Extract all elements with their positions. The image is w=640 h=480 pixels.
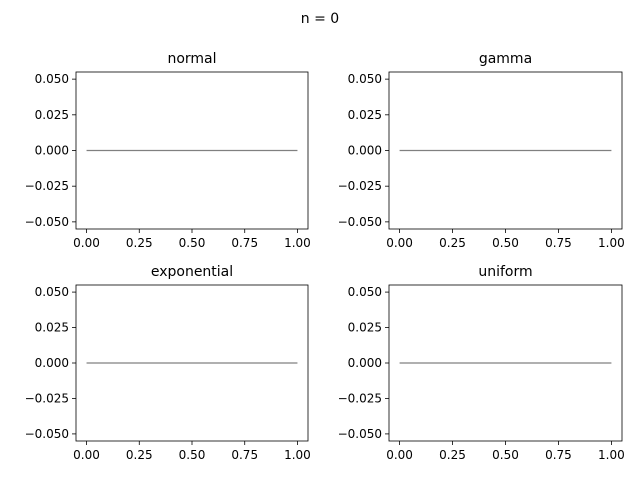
subplot-title: normal [167, 51, 216, 67]
y-tick-label: −0.025 [338, 179, 382, 193]
y-tick-label: −0.050 [338, 215, 382, 229]
x-tick-label: 0.00 [73, 448, 100, 462]
x-tick-label: 0.25 [126, 448, 153, 462]
y-tick-label: 0.050 [35, 72, 69, 86]
subplot-title: uniform [478, 264, 532, 280]
y-tick-label: −0.050 [25, 215, 69, 229]
x-tick-label: 0.25 [439, 236, 466, 250]
x-tick-label: 0.00 [73, 236, 100, 250]
y-tick-label: 0.025 [348, 108, 382, 122]
x-tick-label: 0.50 [179, 448, 206, 462]
x-tick-label: 1.00 [284, 448, 311, 462]
figure-suptitle: n = 0 [301, 11, 339, 27]
subplot-3: 0.00 0.25 0.50 0.75 1.00 0.050 0.025 0.000 −0.02… [25, 264, 311, 462]
x-tick-label: 1.00 [284, 236, 311, 250]
y-tick-label: −0.050 [25, 427, 69, 441]
x-tick-label: 0.00 [386, 236, 413, 250]
y-tick-label: 0.050 [35, 285, 69, 299]
y-tick-label: 0.000 [348, 144, 382, 158]
x-tick-label: 0.75 [545, 448, 572, 462]
y-tick-label: −0.050 [338, 427, 382, 441]
y-tick-label: 0.000 [348, 356, 382, 370]
x-tick-label: 0.75 [545, 236, 572, 250]
y-tick-label: 0.000 [35, 144, 69, 158]
y-tick-label: 0.025 [348, 321, 382, 335]
x-tick-label: 0.75 [231, 448, 258, 462]
subplot-1: 0.00 0.25 0.50 0.75 1.00 0.050 0.025 0.000 −0.02… [25, 51, 311, 250]
x-tick-label: 0.25 [439, 448, 466, 462]
y-tick-label: 0.025 [35, 321, 69, 335]
subplot-4: 0.00 0.25 0.50 0.75 1.00 0.050 0.025 0.000 −0.02… [338, 264, 625, 462]
y-tick-label: −0.025 [25, 179, 69, 193]
y-tick-label: 0.050 [348, 72, 382, 86]
x-tick-label: 1.00 [598, 236, 625, 250]
subplot-title: gamma [479, 51, 532, 67]
x-tick-label: 0.25 [126, 236, 153, 250]
x-tick-label: 1.00 [598, 448, 625, 462]
y-tick-label: −0.025 [338, 391, 382, 405]
y-tick-label: 0.050 [348, 285, 382, 299]
subplot-2: 0.00 0.25 0.50 0.75 1.00 0.050 0.025 0.000 −0.02… [338, 51, 625, 250]
x-tick-label: 0.75 [231, 236, 258, 250]
x-tick-label: 0.50 [492, 448, 519, 462]
y-tick-label: 0.025 [35, 108, 69, 122]
y-tick-label: −0.025 [25, 391, 69, 405]
subplot-grid: 0.00 0.25 0.50 0.75 1.00 0.050 0.025 0.000 −0.02… [25, 51, 625, 462]
subplot-title: exponential [151, 264, 233, 280]
x-tick-label: 0.50 [179, 236, 206, 250]
x-tick-label: 0.50 [492, 236, 519, 250]
x-tick-label: 0.00 [386, 448, 413, 462]
y-tick-label: 0.000 [35, 356, 69, 370]
